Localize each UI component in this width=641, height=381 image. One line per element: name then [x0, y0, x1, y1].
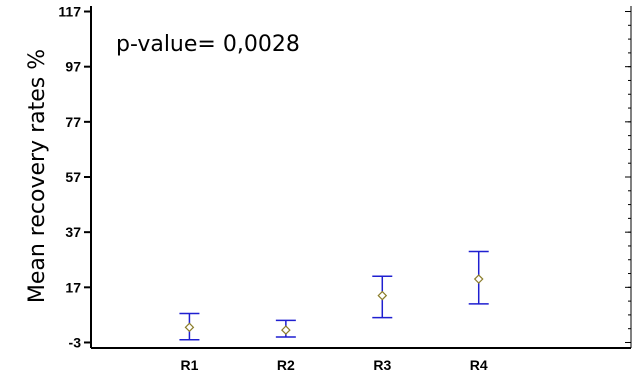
plot-axes: -3 17 37 57 77 97 117 R1 R2 R3 R4	[58, 4, 632, 373]
y-tick-label: 57	[65, 169, 81, 185]
x-tick-label: R1	[180, 357, 198, 373]
plot-marks	[179, 250, 489, 341]
mean-marker	[184, 322, 195, 333]
mean-marker	[473, 274, 484, 284]
y-axis-label: Mean recovery rates %	[25, 49, 50, 303]
x-tick-label: R2	[277, 357, 295, 373]
x-tick-label: R4	[470, 357, 488, 373]
mean-marker	[281, 325, 291, 335]
y-tick-label: 117	[58, 4, 81, 20]
y-tick-label: 37	[65, 224, 81, 240]
p-value-annotation: p-value= 0,0028	[116, 32, 300, 57]
x-tick-label: R3	[373, 357, 391, 373]
y-tick-label: -3	[69, 334, 82, 350]
y-tick-label: 77	[65, 114, 81, 130]
y-tick-label: 97	[65, 59, 81, 75]
mean-marker	[377, 290, 388, 301]
y-tick-label: 17	[65, 279, 81, 295]
